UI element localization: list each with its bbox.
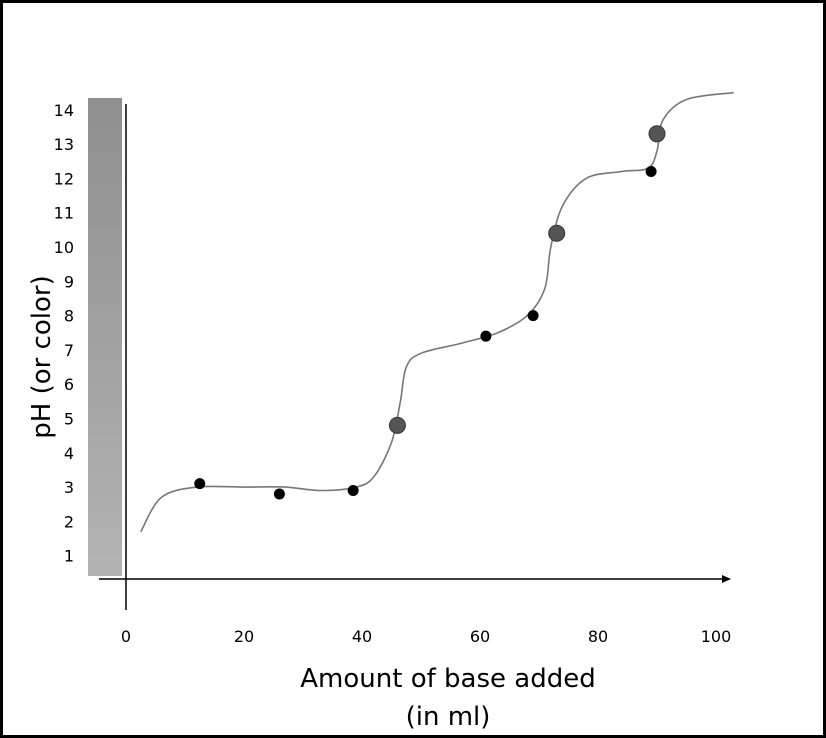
data-point-marker: [194, 478, 206, 490]
x-tick-label: 20: [234, 627, 254, 646]
x-tick-label: 40: [352, 627, 372, 646]
equivalence-point-marker: [388, 416, 406, 434]
ph-color-bar: [88, 98, 122, 576]
y-tick-label: 8: [64, 307, 74, 326]
equivalence-point-marker: [648, 125, 666, 143]
data-point-marker: [480, 330, 492, 342]
y-tick-label: 10: [54, 238, 74, 257]
y-axis-title: pH (or color): [27, 275, 57, 439]
x-tick-label: 100: [701, 627, 732, 646]
y-tick-label: 5: [64, 410, 74, 429]
y-tick-label: 14: [54, 101, 74, 120]
x-tick-label: 60: [470, 627, 490, 646]
x-tick-label: 0: [121, 627, 131, 646]
x-axis-title-units: (in ml): [406, 702, 491, 732]
x-axis-arrowhead: [722, 575, 731, 583]
x-tick-labels: 0 20 40 60 80 100: [121, 627, 731, 646]
data-point-marker: [273, 488, 285, 500]
data-point-marker: [645, 166, 657, 178]
data-point-marker: [527, 310, 539, 322]
titration-curve: [140, 91, 734, 533]
y-tick-label: 11: [54, 204, 74, 223]
y-tick-label: 6: [64, 375, 74, 394]
y-tick-label: 4: [64, 444, 74, 463]
x-axis-title: Amount of base added: [300, 664, 595, 694]
y-tick-label: 9: [64, 272, 74, 291]
y-tick-label: 3: [64, 478, 74, 497]
y-tick-label: 7: [64, 341, 74, 360]
equivalence-point-marker: [548, 224, 566, 242]
x-tick-label: 80: [588, 627, 608, 646]
y-tick-label: 1: [64, 547, 74, 566]
y-tick-label: 12: [54, 169, 74, 188]
data-point-marker: [347, 485, 359, 497]
y-tick-label: 13: [54, 135, 74, 154]
y-tick-label: 2: [64, 512, 74, 531]
data-points: [194, 125, 666, 500]
